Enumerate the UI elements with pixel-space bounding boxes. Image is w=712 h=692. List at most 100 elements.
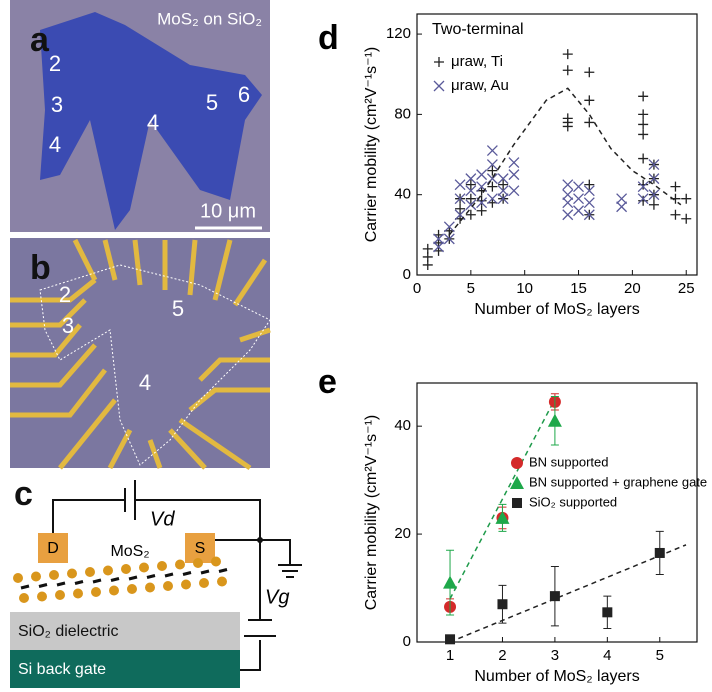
point (497, 193, 509, 205)
point (498, 179, 509, 190)
legend-label: BN supported + graphene gate (529, 474, 707, 489)
point (681, 193, 692, 204)
point (465, 179, 476, 190)
atom-bond (128, 575, 138, 581)
atom (109, 585, 119, 596)
x-tick-label: 25 (678, 280, 695, 297)
y-axis-label: Carrier mobility (cm²V⁻¹s⁻¹) (363, 415, 380, 611)
point (562, 113, 573, 124)
point (584, 95, 595, 106)
region-label: 3 (62, 313, 74, 338)
point (638, 195, 649, 206)
atom (217, 576, 227, 587)
x-tick-label: 2 (498, 647, 506, 664)
point (476, 195, 487, 206)
point (486, 193, 498, 205)
region-label: 4 (49, 132, 61, 157)
point (616, 201, 628, 213)
point (638, 179, 649, 190)
point (573, 205, 584, 217)
atom (127, 584, 137, 594)
point (454, 179, 466, 191)
atom (49, 570, 59, 580)
flake (40, 12, 262, 230)
circuit (52, 480, 302, 671)
atom (193, 558, 203, 568)
region-label: 5 (206, 90, 218, 115)
point (648, 159, 660, 171)
atom-bond (92, 578, 102, 584)
point (486, 145, 498, 156)
point (487, 181, 498, 192)
x-tick-label: 1 (446, 647, 454, 664)
y-tick-label: 20 (394, 525, 411, 542)
point (638, 153, 649, 164)
atom-bond (164, 572, 174, 578)
point (476, 169, 488, 181)
y-tick-label: 120 (386, 25, 411, 42)
voltage-label: Vd (150, 508, 175, 530)
atom-bond (74, 580, 84, 585)
region-label: 4 (147, 110, 159, 135)
legend-marker (433, 80, 445, 92)
point (602, 607, 613, 618)
atom-bond (182, 571, 192, 576)
point (583, 185, 595, 197)
fit-line (449, 398, 556, 600)
annotation: Two-terminal (432, 21, 524, 38)
atom (37, 591, 47, 602)
atom (121, 564, 131, 574)
point (455, 203, 466, 214)
atom-bond (110, 577, 120, 582)
point (583, 197, 595, 209)
point (637, 193, 649, 205)
gate-label: Si back gate (18, 661, 106, 678)
legend-label: BN supported (529, 454, 609, 469)
panel-label: b (30, 249, 51, 287)
point (497, 185, 509, 197)
x-tick-label: 0 (413, 280, 421, 297)
point (584, 179, 595, 190)
point (443, 233, 455, 245)
fit-line (448, 87, 682, 236)
point (654, 547, 665, 558)
source-label: S (195, 540, 206, 557)
legend-marker (511, 457, 523, 469)
atom (145, 582, 155, 593)
material-label: MoS₂ (110, 543, 149, 560)
drain (38, 533, 68, 563)
point (508, 185, 520, 197)
point (573, 181, 584, 193)
point (670, 209, 681, 220)
atom (163, 581, 173, 591)
point (443, 575, 458, 589)
point (562, 179, 574, 191)
point (476, 205, 487, 216)
point (584, 67, 595, 78)
point (681, 213, 692, 224)
region-label: 3 (51, 92, 63, 117)
point (445, 634, 456, 645)
atom (181, 579, 191, 590)
y-tick-label: 40 (394, 417, 411, 434)
scale-label: 10 μm (200, 200, 256, 222)
point (465, 173, 477, 185)
atom (73, 588, 83, 599)
point (465, 199, 477, 211)
point (670, 181, 681, 192)
lattice (13, 556, 228, 603)
point (497, 599, 508, 610)
legend-marker (434, 57, 444, 67)
atom-bond (56, 581, 66, 587)
point (465, 185, 477, 197)
atom-bond (200, 569, 210, 575)
voltage-label: Vg (265, 586, 289, 608)
x-axis-label: Number of MoS₂ layers (474, 301, 639, 318)
legend-label: μraw, Au (451, 77, 509, 94)
y-tick-label: 80 (394, 105, 411, 122)
point (547, 413, 562, 427)
point (562, 209, 574, 221)
point (583, 209, 595, 221)
plot-frame (416, 13, 698, 276)
plot-frame (416, 382, 698, 643)
